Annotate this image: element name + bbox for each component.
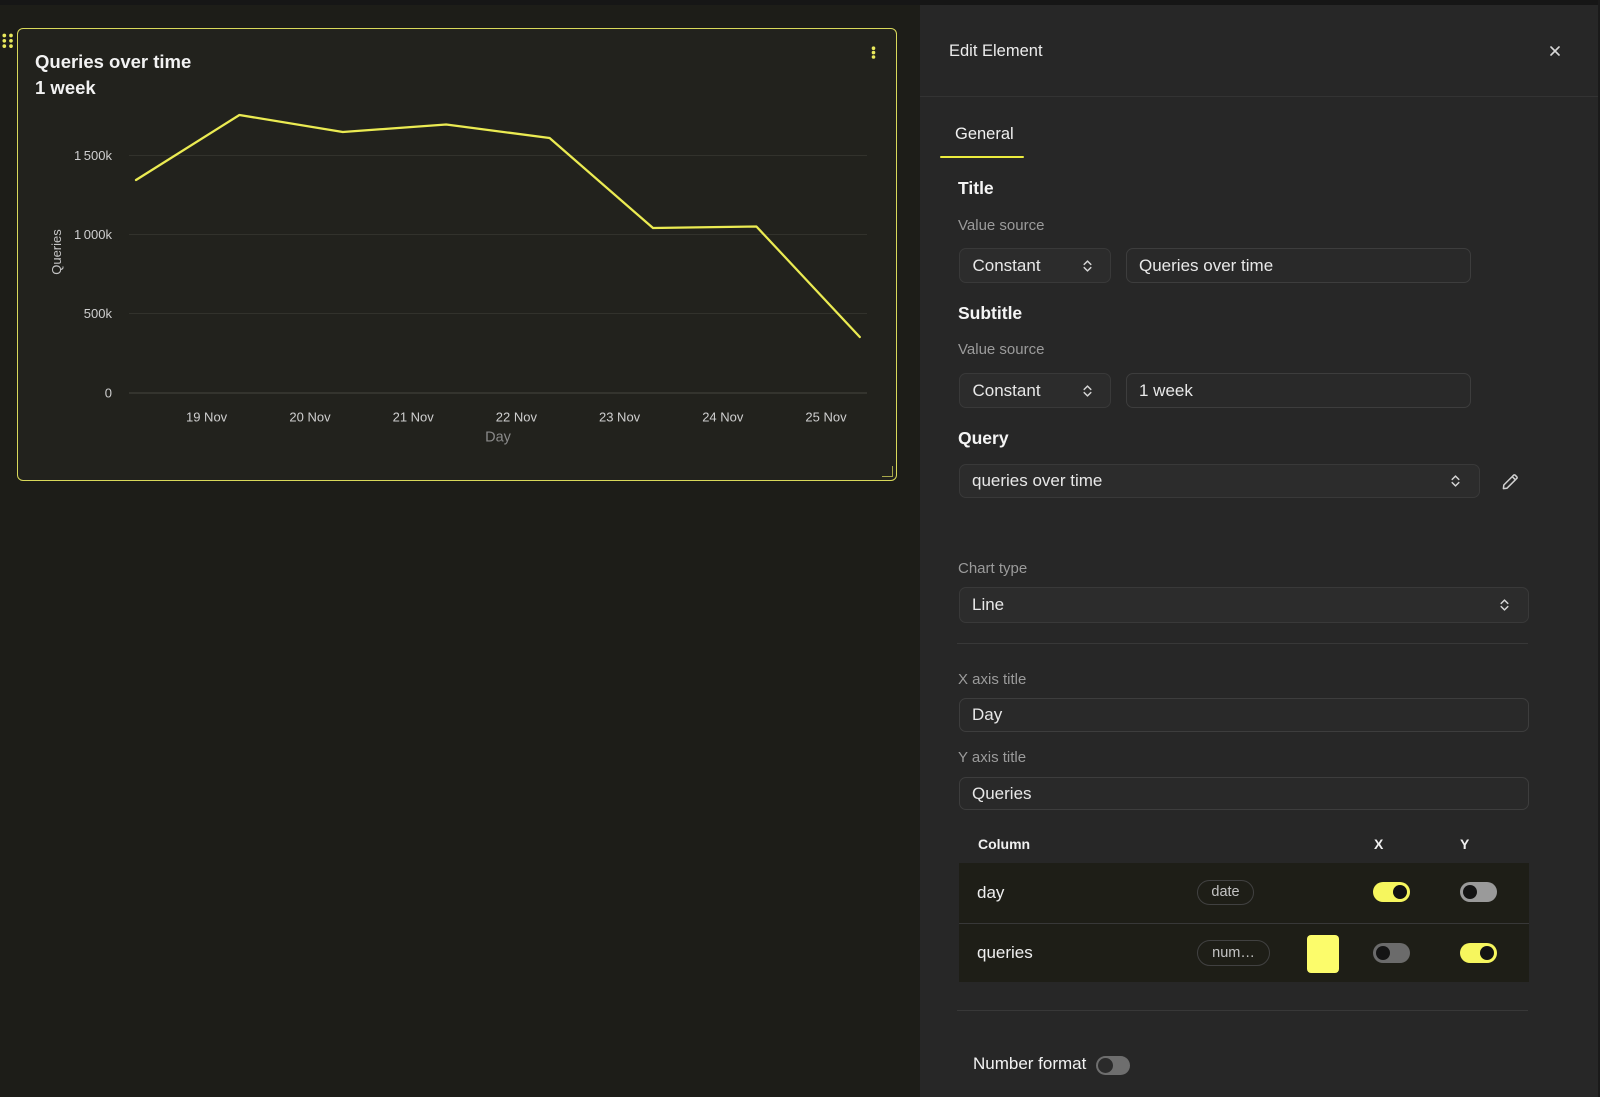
svg-text:1 000k: 1 000k: [74, 227, 113, 242]
svg-text:19 Nov: 19 Nov: [186, 410, 228, 425]
svg-text:Queries: Queries: [49, 229, 64, 275]
svg-text:25 Nov: 25 Nov: [805, 410, 847, 425]
svg-text:20 Nov: 20 Nov: [289, 410, 331, 425]
svg-text:21 Nov: 21 Nov: [393, 410, 435, 425]
svg-text:22 Nov: 22 Nov: [496, 410, 538, 425]
svg-text:0: 0: [105, 386, 112, 401]
svg-text:1 500k: 1 500k: [74, 148, 113, 163]
svg-text:Day: Day: [485, 430, 512, 446]
svg-text:24 Nov: 24 Nov: [702, 410, 744, 425]
svg-text:500k: 500k: [84, 306, 113, 321]
svg-text:23 Nov: 23 Nov: [599, 410, 641, 425]
